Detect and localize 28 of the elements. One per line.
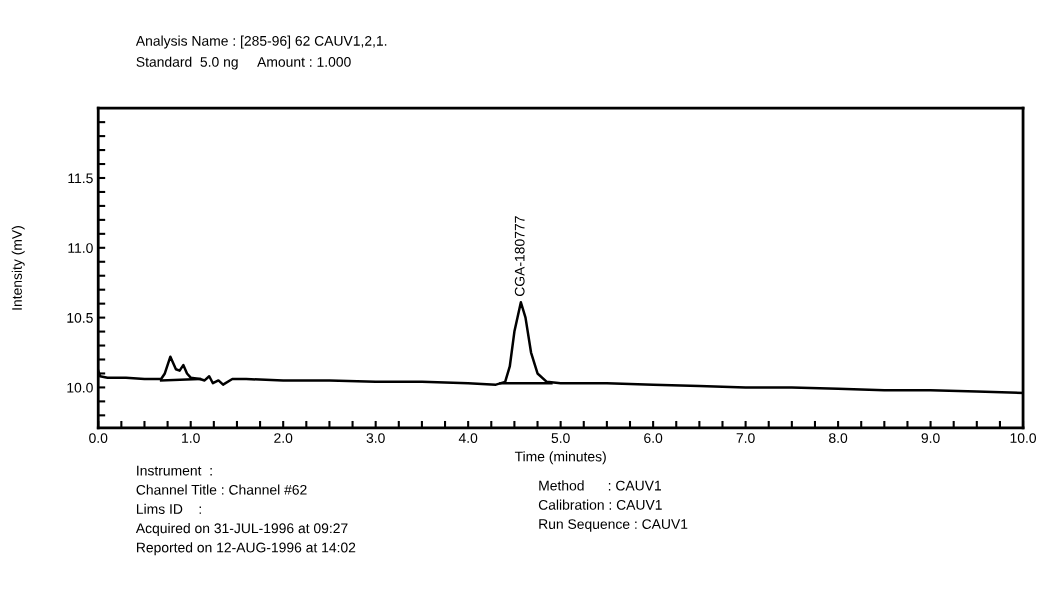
text: Reported on 12-AUG-1996 at 14:02 [136, 542, 356, 556]
x-tick-label: 9.0 [921, 433, 940, 443]
x-tick-label: 1.0 [182, 433, 200, 443]
text: Acquired on 31-JUL-1996 at 09:27 [135, 523, 348, 536]
x-tick-label: 2.0 [274, 433, 293, 443]
y-tick-label: 11.5 [68, 173, 93, 184]
x-tick-label: 8.0 [829, 433, 848, 443]
x-tick-label: 5.0 [551, 433, 570, 443]
text: Analysis Name : [285-96] 62 CAUV1,2,1. [135, 35, 387, 49]
annotation: CGA-180777 [514, 216, 525, 296]
x-axis-title: Time (minutes) [514, 451, 606, 465]
x-tick-label: 6.0 [644, 433, 663, 443]
y-tick-label: 10.5 [67, 312, 93, 323]
x-tick-label: 4.0 [458, 433, 478, 443]
text: Calibration : CAUV1 [538, 499, 662, 510]
text: Lims ID : [136, 503, 201, 514]
text: Run Sequence : CAUV1 [539, 519, 688, 532]
text: Instrument : [137, 465, 212, 476]
text: Standard 5.0 ng Amount : 1.000 [136, 56, 351, 70]
x-tick-label: 3.0 [366, 433, 385, 443]
x-tick-label: 0.0 [89, 433, 108, 443]
y-tick-label: 10.0 [67, 382, 93, 393]
text: Channel Title : Channel #62 [136, 484, 307, 495]
y-tick-label: 11.0 [68, 243, 93, 253]
x-tick-label: 7.0 [736, 433, 755, 443]
x-tick-label: 10.0 [1010, 433, 1037, 443]
y-axis-title: Intensity (mV) [11, 226, 25, 310]
text: Method : CAUV1 [539, 480, 662, 491]
